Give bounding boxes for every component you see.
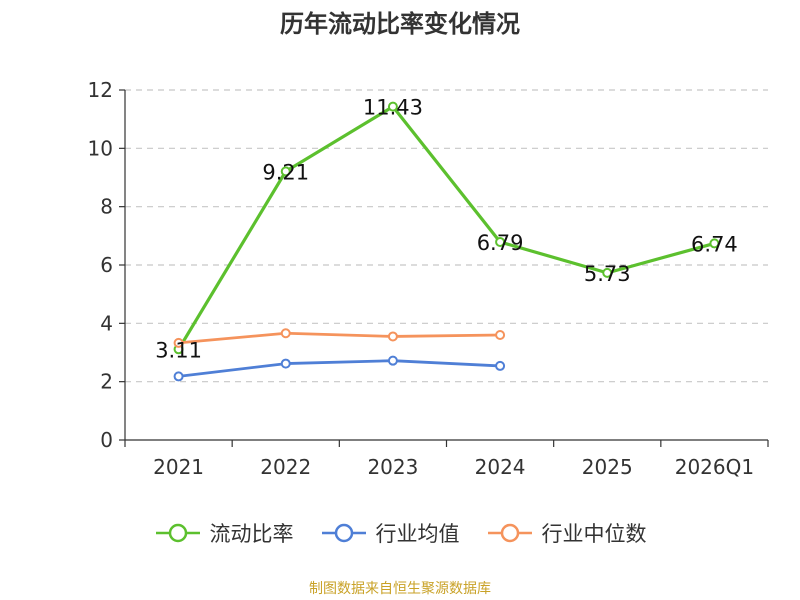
- data-label: 9.21: [262, 160, 309, 184]
- data-label: 5.73: [584, 262, 631, 286]
- y-tick-label: 12: [88, 78, 113, 102]
- chart-title: 历年流动比率变化情况: [280, 10, 520, 38]
- data-label: 6.79: [477, 231, 524, 255]
- data-label: 3.11: [155, 338, 202, 362]
- legend-swatch-icon: [321, 523, 366, 543]
- y-tick-label: 2: [100, 370, 113, 394]
- x-tick-label: 2025: [582, 455, 633, 479]
- data-point: [602, 267, 613, 278]
- data-point: [709, 238, 720, 249]
- y-tick-label: 8: [100, 195, 113, 219]
- legend-label: 流动比率: [209, 522, 294, 546]
- x-tick-label: 2021: [153, 455, 204, 479]
- data-label: 11.43: [363, 96, 423, 120]
- data-label: 6.74: [691, 232, 738, 256]
- y-tick-label: 10: [88, 136, 113, 160]
- legend-label: 行业中位数: [541, 522, 647, 546]
- data-point: [280, 166, 291, 177]
- data-source-note: 制图数据来自恒生聚源数据库: [309, 581, 491, 597]
- data-point: [280, 328, 291, 339]
- legend-item[interactable]: 行业均值: [320, 518, 460, 548]
- legend-item[interactable]: 行业中位数: [486, 518, 647, 548]
- x-tick-label: 2024: [475, 455, 526, 479]
- data-point: [387, 355, 398, 366]
- data-point: [495, 360, 506, 371]
- legend: 流动比率 行业均值 行业中位数: [0, 518, 800, 548]
- legend-swatch-icon: [487, 523, 532, 543]
- legend-swatch-icon: [155, 523, 200, 543]
- series: [173, 101, 720, 382]
- x-tick-label: 2026Q1: [675, 455, 754, 479]
- data-point: [387, 331, 398, 342]
- y-tick-label: 0: [100, 428, 113, 452]
- series-line: [178, 359, 501, 378]
- data-point: [495, 330, 506, 340]
- data-point: [387, 101, 398, 112]
- x-tick-label: 2023: [367, 455, 418, 479]
- y-tick-label: 6: [100, 253, 113, 277]
- axes: 0 2 4 6 8 10 12 2021 2022 2023 2024 2025 2026Q1: [88, 78, 769, 479]
- legend-item[interactable]: 流动比率: [154, 518, 294, 548]
- series-line: [177, 105, 715, 351]
- grid-lines: [125, 89, 768, 383]
- data-point: [173, 337, 184, 348]
- series-line: [178, 331, 501, 345]
- data-point: [280, 358, 291, 369]
- y-tick-label: 4: [100, 311, 113, 335]
- data-labels: 3.11 9.21 11.43 6.79 5.73 6.74: [155, 96, 738, 363]
- x-tick-label: 2022: [260, 455, 311, 479]
- data-point: [495, 236, 506, 247]
- data-point: [173, 371, 184, 382]
- legend-label: 行业均值: [375, 522, 460, 546]
